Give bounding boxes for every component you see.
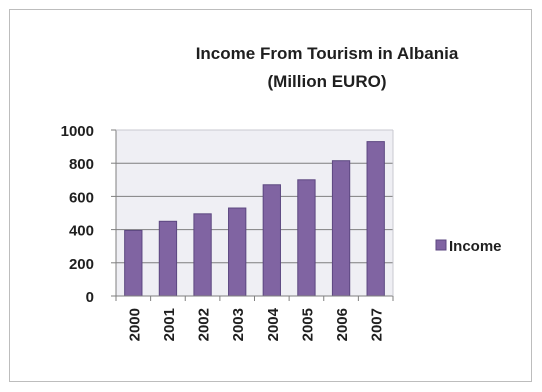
x-tick-label: 2003 [230,308,247,341]
bar-2001 [159,221,176,296]
y-tick-label: 600 [69,189,94,206]
bar-2002 [194,214,211,296]
y-tick-label: 200 [69,256,94,273]
x-tick-label: 2004 [265,307,282,341]
legend-label-income: Income [449,238,502,255]
y-tick-label: 0 [86,289,94,306]
x-tick-label: 2005 [299,308,316,341]
x-tick-label: 2007 [369,308,386,341]
bar-2003 [229,208,246,296]
bar-2005 [298,180,315,296]
bar-2004 [263,185,280,296]
chart-subtitle: (Million EURO) [268,72,387,91]
y-tick-labels: 0 200 400 600 800 1000 [61,123,94,306]
y-tick-label: 400 [69,223,94,240]
y-tick-label: 800 [69,156,94,173]
x-tick-labels: 2000 2001 2002 2003 2004 2005 2006 2007 [126,307,385,341]
x-tick-label: 2000 [126,308,143,341]
y-tick-label: 1000 [61,123,94,140]
plot-area [116,130,393,296]
bar-2007 [367,142,384,296]
x-tick-label: 2002 [196,308,213,341]
bar-2006 [332,161,349,296]
x-tick-label: 2001 [161,308,178,341]
legend-swatch-income [436,240,446,250]
legend: Income [436,238,502,255]
chart-title: Income From Tourism in Albania [196,44,459,63]
x-tick-label: 2006 [334,308,351,341]
bar-2000 [125,230,142,296]
